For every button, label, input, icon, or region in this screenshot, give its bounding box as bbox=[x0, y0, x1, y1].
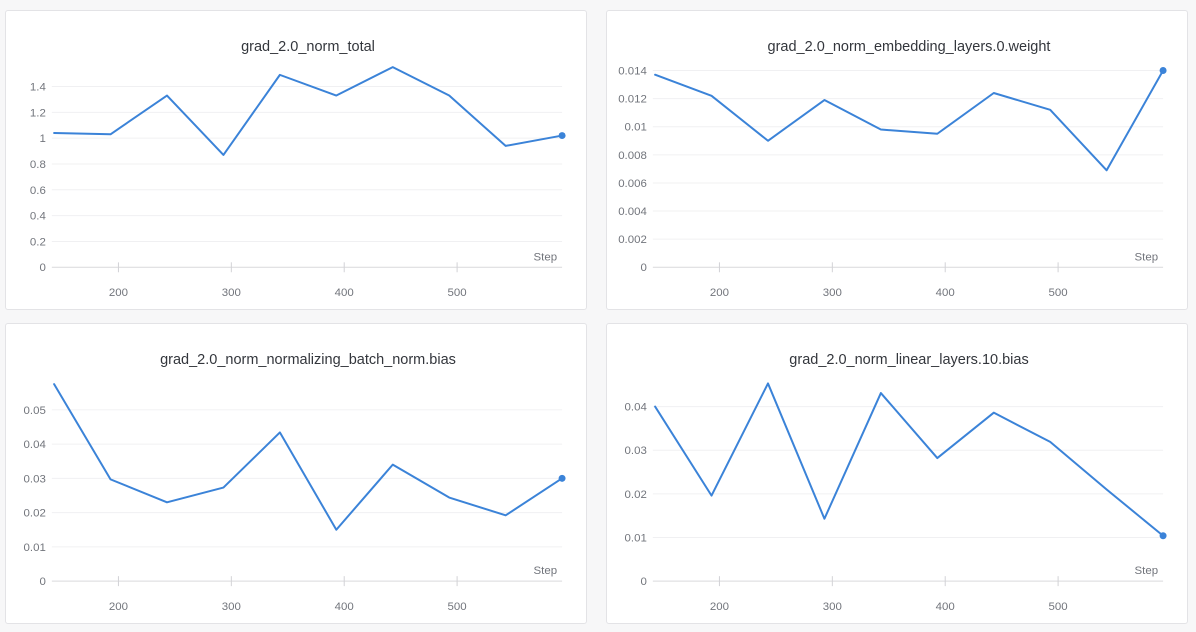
series-line bbox=[53, 383, 564, 531]
line-chart-svg[interactable]: 0 0.01 0.02 0.03 0.04 200 300 400 500 Step bbox=[607, 324, 1187, 623]
y-tick-label: 1 bbox=[39, 133, 45, 145]
x-tick-label: 300 bbox=[823, 601, 842, 613]
x-tick-label: 300 bbox=[222, 601, 241, 613]
y-tick-label: 0.012 bbox=[618, 94, 647, 106]
y-tick-label: 0.04 bbox=[625, 402, 648, 414]
y-tick-label: 0 bbox=[640, 262, 646, 274]
y-tick-label: 0.03 bbox=[625, 445, 647, 457]
x-axis-title: Step bbox=[1135, 251, 1159, 263]
x-tick-label: 400 bbox=[936, 601, 955, 613]
x-tick-label: 200 bbox=[710, 287, 729, 299]
chart-panel-grad-norm-batch-norm-bias[interactable]: grad_2.0_norm_normalizing_batch_norm.bia… bbox=[5, 323, 587, 624]
x-tick-label: 500 bbox=[448, 287, 467, 299]
y-tick-label: 0.014 bbox=[618, 65, 647, 77]
chart-title: grad_2.0_norm_total bbox=[241, 39, 375, 55]
line-chart-svg[interactable]: 0 0.01 0.02 0.03 0.04 0.05 200 300 400 500 Step bbox=[6, 324, 586, 623]
y-tick-label: 0.8 bbox=[30, 159, 46, 171]
series-line bbox=[654, 382, 1165, 537]
x-tick-label: 500 bbox=[1049, 601, 1068, 613]
last-point-marker bbox=[1159, 67, 1167, 74]
y-tick-label: 0.004 bbox=[618, 206, 647, 218]
x-tick-label: 400 bbox=[335, 287, 354, 299]
x-tick-label: 400 bbox=[335, 601, 354, 613]
y-tick-label: 0.008 bbox=[618, 150, 647, 162]
y-tick-label: 0 bbox=[39, 576, 45, 588]
y-tick-label: 0.4 bbox=[30, 211, 47, 223]
x-tick-label: 500 bbox=[448, 601, 467, 613]
y-tick-label: 0.03 bbox=[24, 473, 46, 485]
chart-title: grad_2.0_norm_linear_layers.10.bias bbox=[789, 352, 1029, 368]
line-chart-svg[interactable]: 0 0.002 0.004 0.006 0.008 0.01 0.012 0.014 200 30… bbox=[607, 11, 1187, 309]
y-tick-label: 0.04 bbox=[24, 439, 47, 451]
y-tick-label: 0.02 bbox=[625, 489, 647, 501]
y-tick-label: 0.01 bbox=[625, 532, 647, 544]
x-tick-label: 200 bbox=[710, 601, 729, 613]
y-tick-label: 0.002 bbox=[618, 234, 647, 246]
y-tick-label: 0.05 bbox=[24, 405, 46, 417]
chart-panel-grad-norm-embedding-weight[interactable]: grad_2.0_norm_embedding_layers.0.weight … bbox=[606, 10, 1188, 310]
series-line bbox=[654, 69, 1165, 172]
series-line bbox=[53, 66, 564, 156]
line-chart-svg[interactable]: 0 0.2 0.4 0.6 0.8 1 1.2 1.4 200 300 400 500 Step bbox=[6, 11, 586, 309]
y-tick-label: 1.2 bbox=[30, 107, 46, 119]
y-tick-label: 0.01 bbox=[24, 542, 46, 554]
x-tick-label: 200 bbox=[109, 287, 128, 299]
charts-grid: grad_2.0_norm_total 0 0.2 0.4 0.6 0.8 1 1.2 1.4… bbox=[5, 10, 1188, 624]
y-tick-label: 0.2 bbox=[30, 236, 46, 248]
x-tick-label: 500 bbox=[1049, 287, 1068, 299]
x-axis-title: Step bbox=[534, 565, 558, 577]
x-axis-title: Step bbox=[534, 251, 558, 263]
y-tick-label: 0 bbox=[39, 262, 45, 274]
last-point-marker bbox=[558, 132, 566, 140]
chart-panel-grad-norm-linear-bias[interactable]: grad_2.0_norm_linear_layers.10.bias 0 0.0… bbox=[606, 323, 1188, 624]
x-tick-label: 400 bbox=[936, 287, 955, 299]
chart-title: grad_2.0_norm_normalizing_batch_norm.bia… bbox=[160, 352, 456, 368]
y-tick-label: 0.01 bbox=[625, 122, 647, 134]
y-tick-label: 0.006 bbox=[618, 178, 647, 190]
y-tick-label: 1.4 bbox=[30, 81, 47, 93]
last-point-marker bbox=[558, 474, 566, 482]
y-tick-label: 0.02 bbox=[24, 508, 46, 520]
chart-panel-grad-norm-total[interactable]: grad_2.0_norm_total 0 0.2 0.4 0.6 0.8 1 1.2 1.4… bbox=[5, 10, 587, 310]
y-tick-label: 0.6 bbox=[30, 185, 46, 197]
x-tick-label: 300 bbox=[823, 287, 842, 299]
x-tick-label: 300 bbox=[222, 287, 241, 299]
last-point-marker bbox=[1159, 532, 1167, 540]
chart-title: grad_2.0_norm_embedding_layers.0.weight bbox=[767, 39, 1051, 55]
x-tick-label: 200 bbox=[109, 601, 128, 613]
x-axis-title: Step bbox=[1135, 565, 1159, 577]
y-tick-label: 0 bbox=[640, 576, 646, 588]
